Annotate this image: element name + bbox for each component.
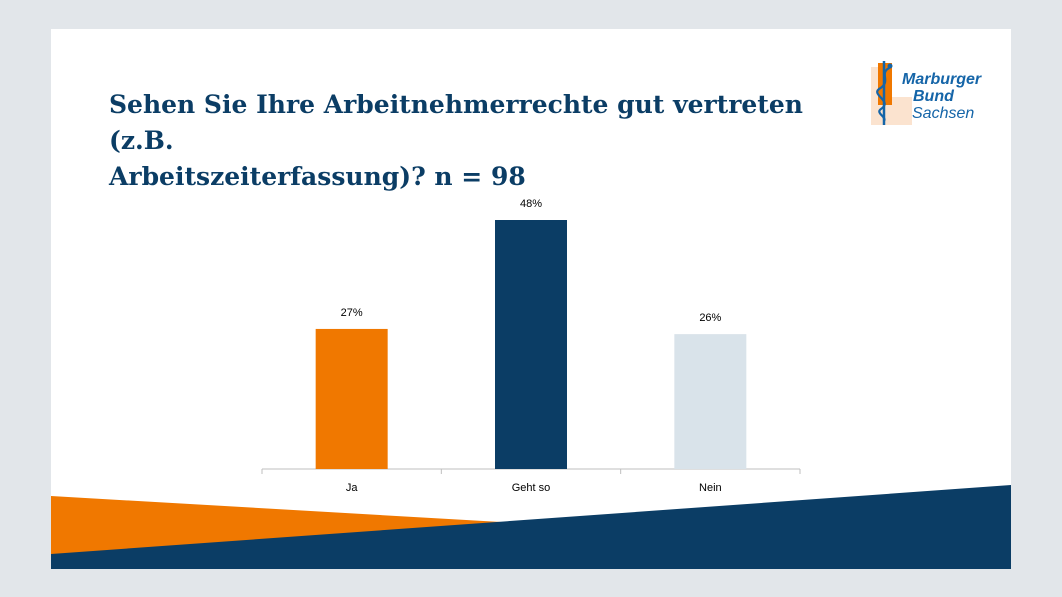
category-labels: Ja Geht so Nein bbox=[346, 482, 722, 494]
bar-chart: 27% 48% 26% Ja Geht so Nein bbox=[261, 198, 801, 494]
title-line-1: Sehen Sie Ihre Arbeitnehmerrechte gut ve… bbox=[109, 90, 803, 155]
value-label: 48% bbox=[520, 198, 542, 210]
bar-nein bbox=[674, 334, 747, 469]
category-label: Ja bbox=[346, 482, 359, 494]
category-label: Geht so bbox=[512, 482, 551, 494]
logo-text-bund: Bund bbox=[913, 88, 954, 105]
logo-text-sachsen: Sachsen bbox=[912, 105, 975, 122]
navy-stripe bbox=[51, 485, 1011, 569]
slide: Sehen Sie Ihre Arbeitnehmerrechte gut ve… bbox=[51, 29, 1011, 569]
logo-emblem-icon bbox=[871, 61, 912, 125]
marburger-bund-logo: Marburger Bund Sachsen bbox=[869, 59, 994, 129]
value-label: 26% bbox=[699, 312, 721, 324]
chart-title: Sehen Sie Ihre Arbeitnehmerrechte gut ve… bbox=[109, 87, 809, 195]
logo-text-marburger: Marburger bbox=[902, 71, 982, 88]
category-label: Nein bbox=[699, 482, 722, 494]
value-label: 27% bbox=[341, 307, 363, 319]
background-decoration bbox=[51, 485, 1011, 569]
bar-ja bbox=[315, 328, 388, 469]
value-labels: 27% 48% 26% bbox=[341, 198, 722, 324]
bar-geht-so bbox=[495, 220, 567, 469]
bars bbox=[315, 220, 747, 469]
title-line-2: Arbeitszeiterfassung)? n = 98 bbox=[109, 162, 526, 191]
x-axis-ticks bbox=[261, 469, 801, 474]
